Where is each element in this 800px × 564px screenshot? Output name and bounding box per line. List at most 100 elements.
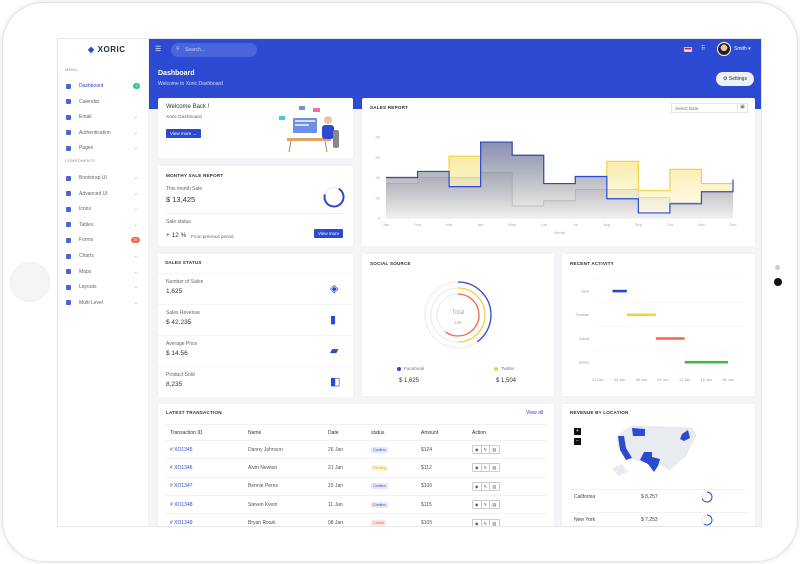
transaction-id-link[interactable]: # XO1348	[166, 494, 244, 514]
search-input[interactable]: Search...	[171, 43, 257, 57]
sidebar-item-label: Maps	[79, 268, 92, 275]
stat-value: 8,235	[166, 381, 183, 388]
x-tick-label: Sep	[635, 222, 643, 227]
transaction-id-link[interactable]: # XO1346	[166, 458, 244, 478]
state-value: $ 7,253	[641, 517, 658, 523]
transaction-id-link[interactable]: # XO1349	[166, 513, 244, 526]
eye-icon[interactable]: ◉	[473, 446, 482, 454]
name-cell: Steven Kwon	[244, 494, 324, 514]
sidebar-item-pages[interactable]: Pages ⌄	[66, 142, 142, 154]
map-zoom-in-button[interactable]: +	[574, 428, 581, 435]
sidebar: ◆ XORIC MENU COMPONENTS Dashboard 3 Calenda…	[58, 39, 149, 526]
trash-icon[interactable]: ▥	[492, 520, 497, 526]
flag-icon[interactable]	[684, 47, 692, 52]
map-zoom-out-button[interactable]: −	[574, 438, 581, 445]
divider	[570, 512, 747, 513]
view-more-button[interactable]: View more →	[166, 129, 201, 138]
monthly-view-more-button[interactable]: View more	[314, 229, 344, 238]
x-tick-label: 09 Jan	[657, 378, 668, 382]
icons-icon	[66, 206, 71, 212]
trash-icon[interactable]: ▥	[492, 447, 497, 453]
x-tick-label: 31 Dec	[592, 378, 604, 382]
recent-activity-chart: 31 Dec 03 Jan 06 Jan 09 Jan 12 Jan 15 Jan 18 J…	[575, 278, 744, 382]
table-icon	[66, 222, 71, 228]
menu-toggle-icon[interactable]: ☰	[155, 46, 162, 53]
sidebar-item-label: Advanced UI	[79, 190, 108, 197]
bar-chart-icon: ▮	[330, 314, 337, 326]
monitor-icon	[66, 83, 71, 89]
sidebar-item-bootstrap-ui[interactable]: Bootstrap UI ⌄	[66, 172, 142, 184]
status-badge: Confirm	[371, 501, 388, 508]
social-source-chart: Total 166	[424, 281, 492, 349]
user-menu[interactable]: Smith ▾	[717, 42, 751, 56]
view-all-link[interactable]: View all	[526, 410, 544, 416]
trash-icon[interactable]: ▥	[492, 502, 497, 508]
logo-text: XORIC	[97, 45, 126, 54]
state-progress-ring	[701, 514, 713, 526]
name-cell: Alvin Newton	[244, 458, 324, 478]
chevron-down-icon: ⌄	[133, 221, 138, 228]
trash-icon[interactable]: ▥	[492, 483, 497, 489]
calendar-icon[interactable]: ▣	[737, 104, 747, 112]
x-tick-label: Apr	[478, 222, 485, 227]
state-name: California	[574, 494, 596, 500]
action-group: ◉ ✎ ▥	[472, 481, 500, 491]
monthly-sale-card: MONTHY SALE REPORT This month Sale $ 13,…	[158, 166, 353, 246]
transaction-id-link[interactable]: # XO1345	[166, 439, 244, 459]
sidebar-item-layouts[interactable]: Layouts ⌄	[66, 281, 142, 293]
sales-stat-row: Sales Revenue $ 42,235 ▮	[158, 305, 353, 335]
x-tick-label: 03 Jan	[614, 378, 625, 382]
home-button[interactable]	[10, 262, 50, 302]
eye-icon[interactable]: ◉	[473, 482, 482, 490]
pages-icon	[66, 145, 71, 151]
eye-icon[interactable]: ◉	[473, 501, 482, 509]
table-row: # XO1347 Bennie Perez 15 Jan Confirm $106 ◉ ✎ ▥	[166, 476, 546, 496]
stat-value: 1,625	[166, 288, 183, 295]
sidebar-item-authentication[interactable]: Authentication ⌄	[66, 127, 142, 139]
sidebar-item-multi-level[interactable]: Multi Level ⌄	[66, 297, 142, 309]
sidebar-item-calendar[interactable]: Calendar	[66, 96, 142, 108]
trash-icon[interactable]: ▥	[492, 465, 497, 471]
sidebar-item-email[interactable]: Email ⌄	[66, 111, 142, 123]
edit-icon[interactable]: ✎	[482, 446, 490, 454]
amount-cell: $124	[417, 439, 468, 459]
sidebar-item-tables[interactable]: Tables ⌄	[66, 219, 142, 231]
legend-value: $ 1,504	[496, 378, 517, 384]
edit-icon[interactable]: ✎	[482, 519, 490, 526]
sidebar-item-label: Tables	[79, 221, 94, 228]
sidebar-item-forms[interactable]: Forms 07	[66, 234, 142, 246]
map-montana	[632, 428, 645, 436]
sidebar-item-charts[interactable]: Charts ⌄	[66, 250, 142, 262]
legend-dot	[397, 367, 401, 371]
form-icon	[66, 237, 71, 243]
settings-button[interactable]: ⚙ Settings	[716, 72, 754, 86]
eye-icon[interactable]: ◉	[473, 464, 482, 472]
status-badge: Cancel	[371, 520, 387, 526]
status-cell: Confirm	[367, 439, 417, 459]
sidebar-item-maps[interactable]: Maps ⌄	[66, 266, 142, 278]
eye-icon[interactable]: ◉	[473, 519, 482, 526]
logo-icon: ◆	[88, 45, 95, 54]
sidebar-item-label: Bootstrap UI	[79, 175, 107, 181]
action-group: ◉ ✎ ▥	[472, 500, 500, 510]
sidebar-item-advanced-ui[interactable]: Advanced UI ⌄	[66, 188, 142, 200]
edit-icon[interactable]: ✎	[482, 464, 490, 472]
date-cell: 11 Jan	[324, 494, 367, 514]
amount-cell: $105	[417, 513, 468, 526]
sidebar-badge: 3	[133, 83, 140, 89]
sidebar-item-icons[interactable]: Icons ⌄	[66, 203, 142, 215]
edit-icon[interactable]: ✎	[482, 501, 490, 509]
edit-icon[interactable]: ✎	[482, 482, 490, 490]
sidebar-item-label: Forms	[79, 237, 94, 244]
sidebar-item-dashboard[interactable]: Dashboard 3	[66, 80, 142, 92]
apps-icon[interactable]: ⠿	[701, 46, 706, 52]
date-picker-input[interactable]: Select Date ▣	[671, 103, 748, 113]
transaction-id-link[interactable]: # XO1347	[166, 476, 244, 496]
date-placeholder: Select Date	[675, 106, 699, 111]
legend-name: Twitter	[501, 366, 515, 371]
date-cell: 26 Jan	[324, 439, 367, 459]
sale-change-note: From previous period	[191, 233, 234, 239]
state-progress-ring	[701, 491, 713, 503]
map-icon	[66, 269, 71, 275]
sales-report-card: SALES REPORT Select Date ▣ 0 20 40 60 80 Jan Fe…	[362, 98, 755, 246]
